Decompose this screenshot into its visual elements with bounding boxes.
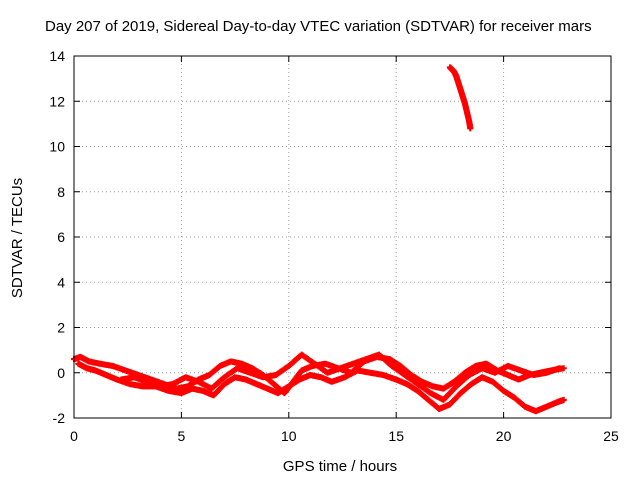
x-tick-label: 25 <box>603 428 619 444</box>
chart-title: Day 207 of 2019, Sidereal Day-to-day VTE… <box>45 18 592 35</box>
x-tick-label: 20 <box>496 428 512 444</box>
y-tick-label: 10 <box>49 139 65 155</box>
data-point <box>560 396 567 403</box>
x-tick-label: 15 <box>388 428 404 444</box>
y-tick-label: 6 <box>57 229 65 245</box>
y-axis-label: SDTVAR / TECUs <box>9 178 26 298</box>
y-tick-label: 4 <box>57 274 65 290</box>
data-points <box>71 64 567 415</box>
y-tick-label: 12 <box>49 93 65 109</box>
y-tick-label: 2 <box>57 320 65 336</box>
y-tick-label: -2 <box>53 410 66 426</box>
y-tick-label: 8 <box>57 184 65 200</box>
data-point <box>467 125 474 132</box>
x-tick-label: 0 <box>70 428 78 444</box>
data-point <box>556 365 563 372</box>
y-tick-label: 0 <box>57 365 65 381</box>
x-axis-label: GPS time / hours <box>283 458 397 475</box>
y-tick-label: 14 <box>49 48 65 64</box>
x-tick-label: 10 <box>281 428 297 444</box>
x-tick-label: 5 <box>178 428 186 444</box>
